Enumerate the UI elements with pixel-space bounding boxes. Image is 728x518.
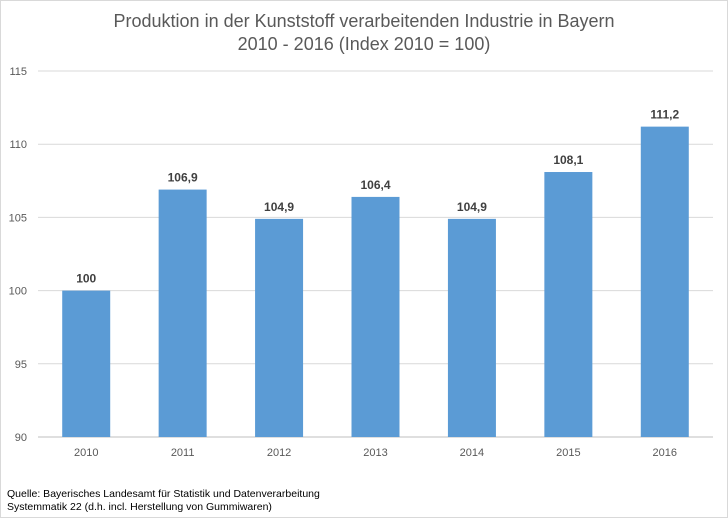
y-tick-label: 115 (9, 66, 27, 78)
y-tick-label: 105 (9, 212, 27, 224)
source-line: Quelle: Bayerisches Landesamt für Statis… (7, 488, 320, 500)
x-tick-label: 2010 (74, 447, 98, 459)
data-label: 106,4 (360, 178, 390, 192)
bar (351, 196, 400, 437)
data-label: 111,2 (650, 108, 679, 122)
source-note: Quelle: Bayerisches Landesamt für Statis… (7, 488, 320, 514)
bar (255, 218, 304, 437)
x-tick-label: 2016 (653, 447, 677, 459)
bar (447, 218, 496, 437)
x-tick-label: 2014 (460, 447, 484, 459)
x-tick-label: 2013 (363, 447, 387, 459)
chart-title-block: Produktion in der Kunststoff verarbeiten… (0, 10, 728, 56)
methodology-note: Systemmatik 22 (d.h. incl. Herstellung v… (7, 501, 272, 513)
chart-subtitle: 2010 - 2016 (Index 2010 = 100) (237, 34, 491, 54)
x-tick-label: 2015 (556, 447, 580, 459)
bar (62, 290, 111, 437)
y-tick-label: 110 (9, 139, 27, 151)
y-tick-label: 90 (15, 432, 27, 444)
data-label: 104,9 (264, 200, 294, 214)
data-label: 108,1 (553, 153, 583, 167)
data-label: 104,9 (457, 200, 487, 214)
x-tick-label: 2012 (267, 447, 291, 459)
bar (158, 189, 207, 437)
y-tick-label: 100 (9, 286, 27, 298)
x-tick-label: 2011 (171, 447, 195, 459)
bar (640, 126, 689, 438)
y-tick-label: 95 (15, 359, 27, 371)
data-label: 106,9 (168, 171, 198, 185)
bar (544, 172, 593, 438)
chart-title: Produktion in der Kunststoff verarbeiten… (113, 11, 615, 31)
data-label: 100 (76, 272, 96, 286)
